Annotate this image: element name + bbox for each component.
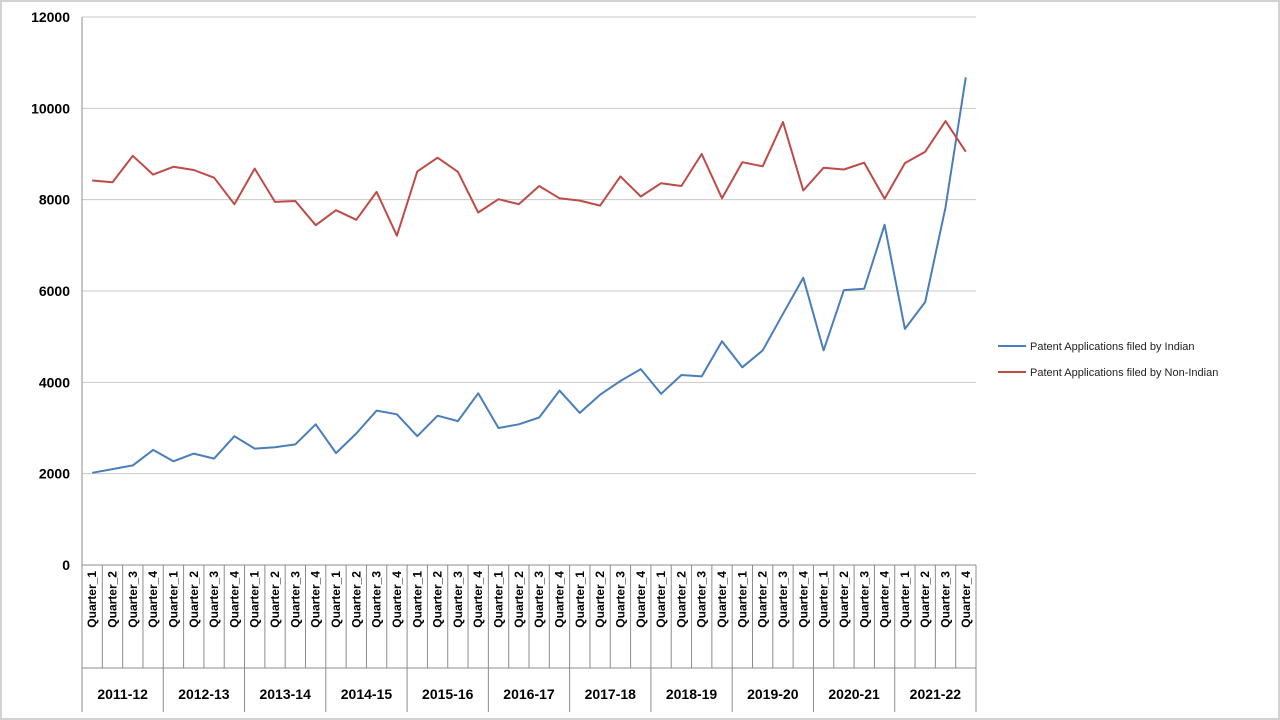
y-axis-ticks: 0 2000 4000 6000 8000 10000 12000 (31, 9, 70, 573)
x-tick-label-year: 2018-19 (666, 686, 718, 702)
x-tick-label-quarter: Quarter_1 (329, 571, 343, 628)
x-tick-label-quarter: Quarter_4 (878, 571, 892, 628)
x-tick-label-quarter: Quarter_1 (410, 571, 424, 628)
x-axis-ticks: Quarter_1 Quarter_2 Quarter_3 Quarter_4 Quar… (85, 571, 973, 702)
x-tick-label-year: 2017-18 (585, 686, 637, 702)
x-tick-label-quarter: Quarter_1 (735, 571, 749, 628)
x-tick-label-quarter: Quarter_4 (471, 571, 485, 628)
y-tick-label: 6000 (39, 283, 70, 299)
x-tick-label-quarter: Quarter_3 (370, 571, 384, 628)
x-tick-label-quarter: Quarter_1 (85, 571, 99, 628)
x-tick-label-quarter: Quarter_4 (146, 571, 160, 628)
x-tick-label-quarter: Quarter_3 (939, 571, 953, 628)
y-tick-label: 8000 (39, 192, 70, 208)
series-line-indian (92, 77, 967, 474)
x-tick-label-quarter: Quarter_3 (207, 571, 221, 628)
x-tick-label-quarter: Quarter_3 (776, 571, 790, 628)
x-tick-label-quarter: Quarter_4 (715, 571, 729, 628)
x-tick-label-quarter: Quarter_1 (248, 571, 262, 628)
x-tick-label-year: 2011-12 (97, 686, 148, 702)
y-tick-label: 12000 (31, 9, 70, 25)
x-tick-label-quarter: Quarter_3 (695, 571, 709, 628)
x-tick-label-quarter: Quarter_1 (166, 571, 180, 628)
legend: Patent Applications filed by Indian Paten… (998, 341, 1218, 379)
y-tick-label: 10000 (31, 100, 70, 116)
x-tick-label-quarter: Quarter_2 (593, 571, 607, 628)
x-tick-label-quarter: Quarter_2 (431, 571, 445, 628)
x-tick-label-year: 2020-21 (828, 686, 880, 702)
x-tick-label-quarter: Quarter_1 (898, 571, 912, 628)
x-tick-label-quarter: Quarter_4 (796, 571, 810, 628)
series-lines (92, 77, 967, 474)
axes (81, 17, 977, 712)
x-tick-label-quarter: Quarter_4 (634, 571, 648, 628)
x-tick-label-year: 2019-20 (747, 686, 799, 702)
y-tick-label: 4000 (39, 374, 70, 390)
x-tick-label-quarter: Quarter_4 (390, 571, 404, 628)
x-tick-label-year: 2016-17 (503, 686, 555, 702)
x-tick-label-year: 2013-14 (259, 686, 311, 702)
x-tick-label-quarter: Quarter_3 (532, 571, 546, 628)
x-tick-label-year: 2014-15 (341, 686, 393, 702)
x-tick-label-quarter: Quarter_2 (512, 571, 526, 628)
x-tick-label-quarter: Quarter_2 (349, 571, 363, 628)
x-tick-label-quarter: Quarter_3 (126, 571, 140, 628)
y-tick-label: 0 (62, 557, 70, 573)
x-tick-label-quarter: Quarter_4 (959, 571, 973, 628)
x-tick-label-quarter: Quarter_1 (573, 571, 587, 628)
x-tick-label-quarter: Quarter_3 (288, 571, 302, 628)
x-tick-label-quarter: Quarter_3 (451, 571, 465, 628)
x-tick-label-quarter: Quarter_4 (309, 571, 323, 628)
x-tick-label-quarter: Quarter_1 (817, 571, 831, 628)
x-tick-label-quarter: Quarter_1 (492, 571, 506, 628)
x-tick-label-quarter: Quarter_2 (837, 571, 851, 628)
x-tick-label-quarter: Quarter_4 (552, 571, 566, 628)
x-tick-label-quarter: Quarter_4 (227, 571, 241, 628)
x-tick-label-year: 2015-16 (422, 686, 474, 702)
x-tick-label-quarter: Quarter_2 (105, 571, 119, 628)
gridlines (82, 16, 976, 475)
x-tick-label-quarter: Quarter_2 (187, 571, 201, 628)
x-tick-label-quarter: Quarter_2 (918, 571, 932, 628)
x-tick-label-quarter: Quarter_3 (857, 571, 871, 628)
x-tick-label-quarter: Quarter_1 (654, 571, 668, 628)
y-tick-label: 2000 (39, 466, 70, 482)
x-tick-label-year: 2012-13 (178, 686, 230, 702)
x-tick-label-year: 2021-22 (910, 686, 962, 702)
x-tick-label-quarter: Quarter_3 (613, 571, 627, 628)
legend-label: Patent Applications filed by Non-Indian (1030, 367, 1218, 379)
x-tick-label-quarter: Quarter_2 (674, 571, 688, 628)
x-tick-label-quarter: Quarter_2 (268, 571, 282, 628)
series-line-non-indian (92, 120, 967, 237)
legend-label: Patent Applications filed by Indian (1030, 341, 1195, 353)
x-tick-label-quarter: Quarter_2 (756, 571, 770, 628)
